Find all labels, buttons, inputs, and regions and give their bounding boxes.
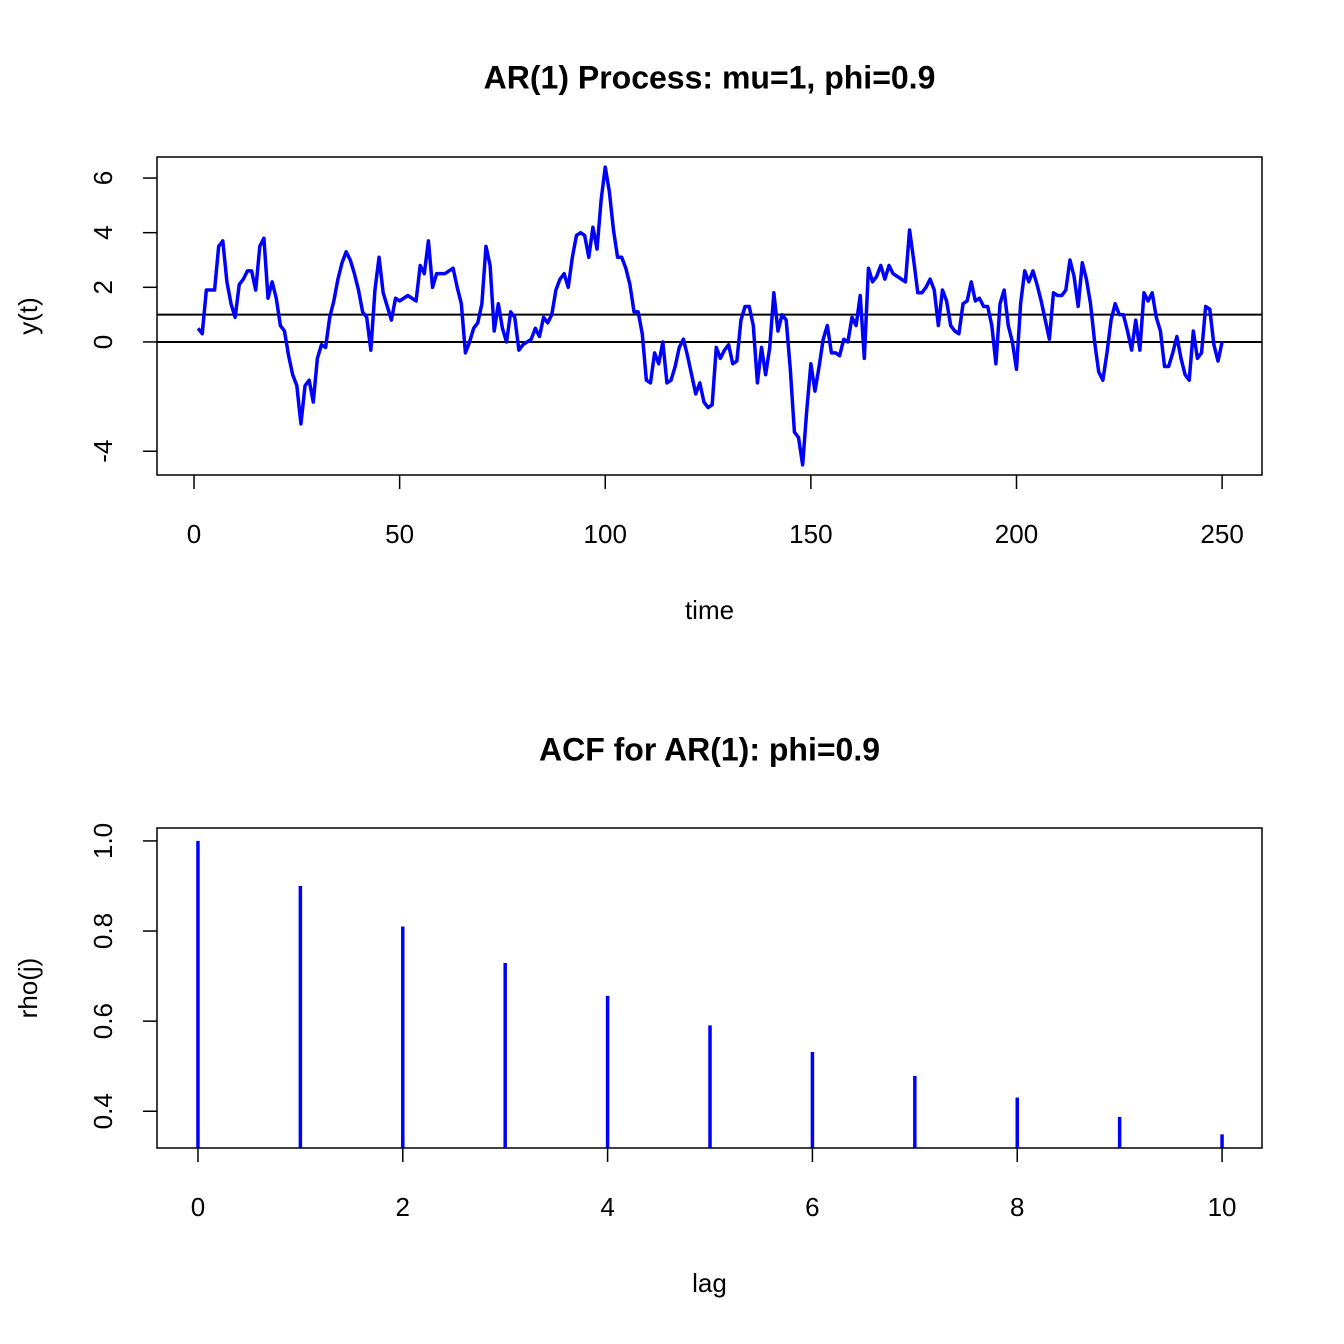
plot-box xyxy=(156,156,1263,476)
y-axis-label: y(t) xyxy=(13,297,43,335)
x-tick-label: 150 xyxy=(789,519,832,549)
series-line xyxy=(196,165,1224,467)
y-tick-label: 0.4 xyxy=(88,1093,118,1129)
x-tick-label: 250 xyxy=(1200,519,1243,549)
y-axis-label: rho(j) xyxy=(13,958,43,1019)
x-axis-label: time xyxy=(685,595,734,625)
y-tick-label: 6 xyxy=(88,171,118,185)
x-tick-label: 10 xyxy=(1208,1192,1237,1222)
y-tick-label: 0.6 xyxy=(88,1003,118,1039)
x-tick-label: 50 xyxy=(385,519,414,549)
y-tick-label: 1.0 xyxy=(88,823,118,859)
y-tick-label: -4 xyxy=(88,440,118,463)
x-tick-label: 100 xyxy=(584,519,627,549)
y-tick-label: 0.8 xyxy=(88,913,118,949)
x-tick-label: 8 xyxy=(1010,1192,1024,1222)
x-tick-label: 2 xyxy=(396,1192,410,1222)
x-tick-label: 0 xyxy=(187,519,201,549)
chart-title: AR(1) Process: mu=1, phi=0.9 xyxy=(484,59,936,95)
y-tick-label: 0 xyxy=(88,335,118,349)
y-tick-label: 2 xyxy=(88,280,118,294)
chart-title: ACF for AR(1): phi=0.9 xyxy=(539,731,880,767)
x-axis-label: lag xyxy=(692,1268,727,1298)
x-tick-label: 4 xyxy=(600,1192,614,1222)
y-tick-label: 4 xyxy=(88,225,118,239)
x-tick-label: 0 xyxy=(191,1192,205,1222)
plot-box xyxy=(156,827,1263,1149)
x-tick-label: 6 xyxy=(805,1192,819,1222)
x-tick-label: 200 xyxy=(995,519,1038,549)
